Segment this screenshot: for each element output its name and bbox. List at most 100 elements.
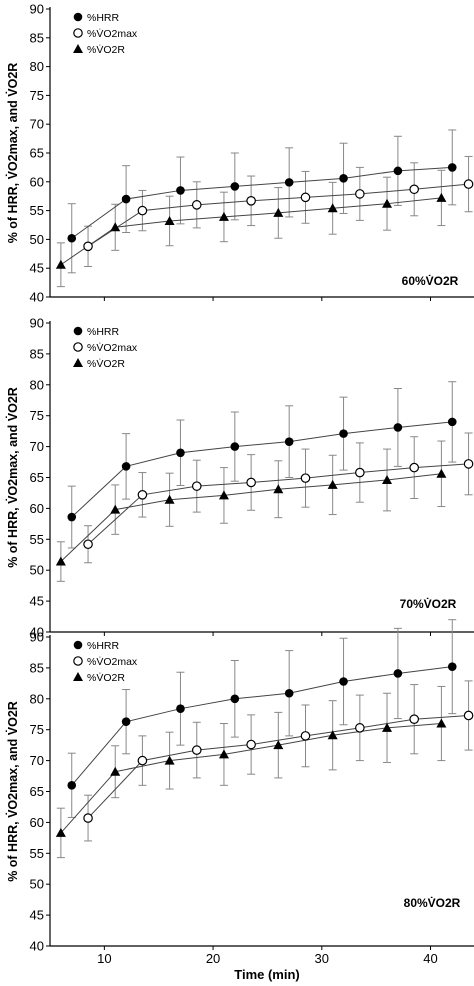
data-point — [67, 781, 77, 790]
data-point — [447, 662, 457, 671]
data-point — [436, 468, 447, 478]
y-tick-label: 75 — [30, 408, 44, 423]
y-tick-label: 50 — [30, 563, 44, 578]
panel-label: 60%V̇O2R — [402, 273, 459, 288]
data-point — [393, 669, 403, 678]
series-line — [71, 166, 453, 239]
data-point — [110, 766, 121, 776]
y-axis-title: % of HRR, V̇O2max, and V̇O2R — [5, 701, 20, 882]
legend-marker — [73, 44, 83, 53]
data-point — [355, 189, 365, 199]
data-point — [273, 207, 284, 217]
data-point — [300, 192, 311, 203]
y-tick-label: 90 — [30, 316, 44, 331]
panel-80: 40 45 50 55 60 65 70 75 80 85 90 10 20 30 40 % of HRR, … — [5, 619, 474, 966]
y-tick-label: 40 — [30, 939, 44, 954]
legend-marker — [73, 358, 83, 367]
data-point — [409, 184, 420, 195]
legend-marker — [73, 326, 83, 336]
y-tick-label: 50 — [30, 232, 44, 247]
data-point — [230, 442, 240, 451]
data-point — [382, 722, 393, 732]
y-tick-label: 45 — [30, 261, 44, 276]
series-line — [87, 183, 469, 247]
y-tick-label: 75 — [30, 88, 44, 103]
data-point — [191, 200, 202, 210]
data-point — [110, 222, 121, 232]
y-tick-label: 55 — [30, 532, 44, 547]
data-point — [137, 490, 148, 500]
y-tick-label: 65 — [30, 470, 44, 485]
data-point — [339, 429, 348, 438]
data-point — [327, 203, 338, 213]
data-point — [176, 448, 185, 458]
y-tick-label: 55 — [30, 203, 44, 218]
y-tick-label: 85 — [30, 346, 44, 361]
data-point — [300, 731, 311, 741]
data-point — [409, 462, 420, 473]
data-point — [393, 166, 403, 176]
legend-label: %V̇O2max — [87, 341, 138, 354]
data-point — [230, 694, 240, 704]
series-line — [60, 723, 442, 834]
panel-label: 80%V̇O2R — [404, 895, 461, 910]
x-tick-label: 20 — [206, 951, 220, 966]
y-tick-label: 90 — [30, 2, 44, 17]
data-point — [409, 714, 420, 724]
data-point — [273, 740, 284, 750]
data-point — [382, 474, 393, 484]
panel-label: 70%V̇O2R — [400, 596, 457, 611]
data-point — [137, 205, 148, 216]
data-point — [327, 730, 338, 740]
data-point — [121, 717, 131, 726]
legend-marker — [73, 342, 83, 352]
legend-label: %HRR — [87, 326, 120, 338]
series-line — [71, 666, 453, 786]
y-tick-label: 80 — [30, 691, 44, 706]
data-point — [273, 484, 284, 494]
data-point — [191, 481, 202, 491]
data-point — [246, 739, 256, 750]
y-tick-label: 90 — [30, 630, 44, 645]
data-point — [246, 477, 256, 488]
data-point — [284, 437, 294, 446]
legend-label: %HRR — [87, 640, 120, 652]
legend-marker — [73, 672, 83, 681]
y-tick-label: 40 — [30, 290, 44, 305]
y-tick-label: 80 — [30, 59, 44, 74]
data-point — [463, 179, 474, 189]
legend-label: %V̇O2R — [87, 43, 125, 56]
y-tick-label: 65 — [30, 784, 44, 799]
data-point — [230, 182, 240, 191]
data-point — [327, 479, 338, 489]
data-point — [284, 178, 294, 187]
y-tick-label: 45 — [30, 594, 44, 609]
data-point — [83, 539, 93, 550]
legend-label: %V̇O2max — [87, 655, 138, 668]
legend-marker — [73, 28, 83, 38]
y-tick-label: 85 — [30, 660, 44, 675]
y-tick-label: 70 — [30, 117, 44, 132]
legend: %HRR %V̇O2max %V̇O2R — [73, 12, 138, 56]
data-point — [67, 512, 77, 522]
data-point — [176, 186, 185, 195]
y-axis-title: % of HRR, V̇O2max, and V̇O2R — [5, 387, 20, 568]
data-point — [83, 241, 93, 252]
y-tick-label: 60 — [30, 501, 44, 516]
y-tick-label: 75 — [30, 722, 44, 737]
data-point — [246, 196, 256, 206]
data-point — [121, 194, 131, 204]
panels: 40 45 50 55 60 65 70 75 80 85 90 % of HRR, V̇O2max,… — [5, 2, 474, 966]
data-point — [164, 215, 175, 225]
data-point — [218, 490, 229, 500]
y-tick-label: 45 — [30, 908, 44, 923]
series-line — [60, 197, 442, 266]
y-tick-label: 85 — [30, 30, 44, 45]
data-point — [393, 423, 403, 432]
legend-label: %V̇O2max — [87, 27, 138, 40]
y-axis-title: % of HRR, V̇O2max, and V̇O2R — [5, 63, 20, 244]
data-point — [355, 467, 365, 478]
y-tick-label: 60 — [30, 815, 44, 830]
y-tick-label: 40 — [30, 625, 44, 640]
